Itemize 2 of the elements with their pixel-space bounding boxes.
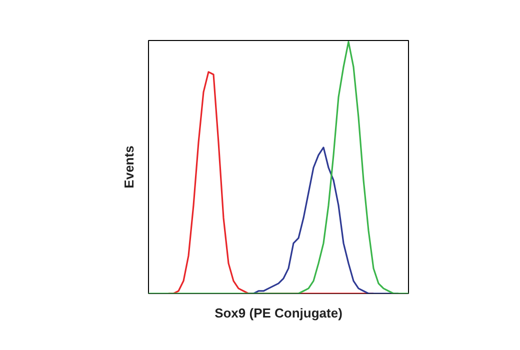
- y-axis-title: Events: [122, 146, 136, 188]
- x-axis-title: Sox9 (PE Conjugate): [214, 306, 342, 320]
